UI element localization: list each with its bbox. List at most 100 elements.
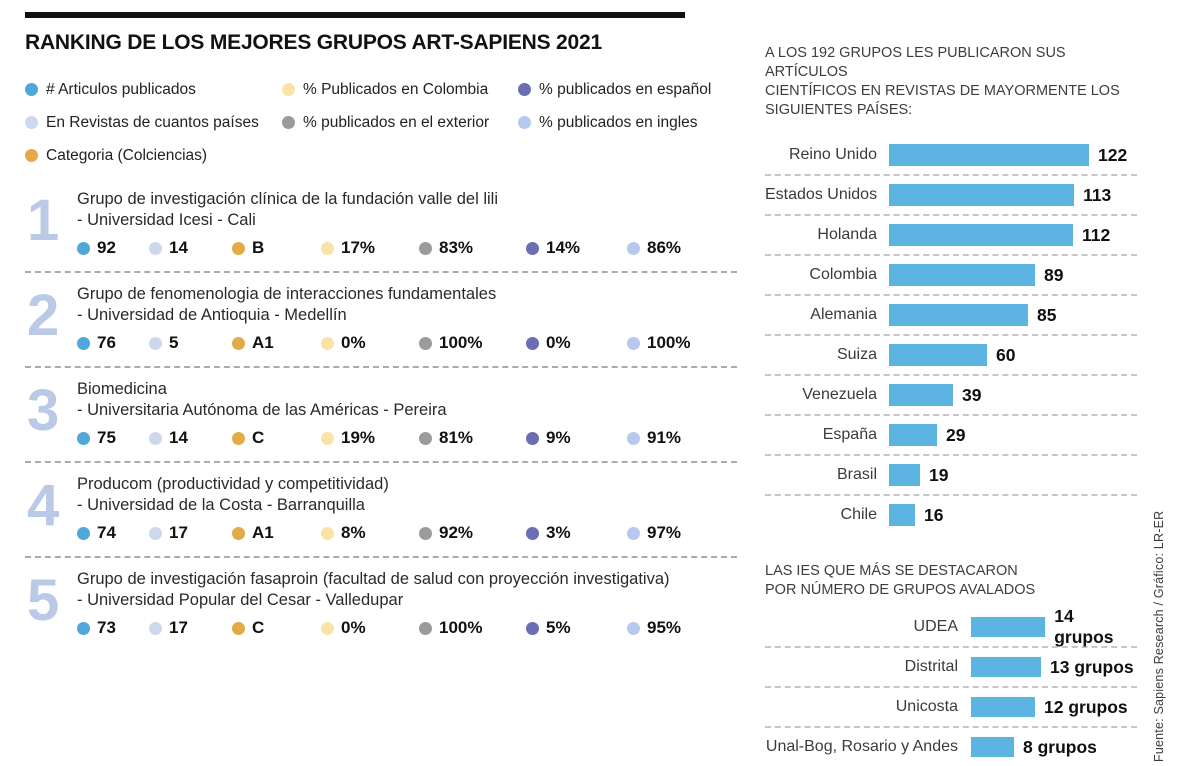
- country-bar: [889, 464, 920, 486]
- page-title: RANKING DE LOS MEJORES GRUPOS ART-SAPIEN…: [25, 31, 602, 54]
- stat-value: 14%: [546, 238, 581, 257]
- stat-dot-icon: [321, 431, 334, 445]
- stat-value: 100%: [647, 333, 691, 352]
- stat-value: C: [252, 618, 265, 637]
- group-stat: 95%: [627, 618, 681, 638]
- stat-dot-icon: [321, 241, 334, 255]
- ies-value: 14 grupos: [1054, 606, 1114, 647]
- country-row: Colombia 89: [765, 254, 1137, 294]
- ies-chart-title: LAS IES QUE MÁS SE DESTACARON POR NÚMERO…: [765, 562, 1137, 600]
- country-row: Venezuela 39: [765, 374, 1137, 414]
- group-stat: 100%: [419, 618, 526, 638]
- stat-dot-icon: [419, 241, 432, 255]
- stat-dot-icon: [627, 336, 640, 350]
- stat-dot-icon: [419, 526, 432, 540]
- group-stat: 75: [77, 428, 149, 448]
- top-rule: [25, 12, 685, 18]
- country-value: 122: [1098, 144, 1128, 165]
- stat-dot-icon: [77, 241, 90, 255]
- country-bar: [889, 504, 915, 526]
- legend-item-label: % publicados en español: [539, 80, 712, 98]
- group-stat: 0%: [321, 333, 419, 353]
- stat-dot-icon: [232, 621, 245, 635]
- stat-value: 73: [97, 618, 116, 637]
- stat-dot-icon: [149, 336, 162, 350]
- stat-dot-icon: [419, 431, 432, 445]
- rank-number: 4: [27, 473, 60, 538]
- stat-value: 0%: [546, 333, 571, 352]
- stat-value: 0%: [341, 333, 366, 352]
- group-stat: 100%: [419, 333, 526, 353]
- countries-chart: Reino Unido 122 Estados Unidos 113 Holanda 11…: [765, 136, 1137, 534]
- stat-dot-icon: [419, 621, 432, 635]
- legend-item-label: % Publicados en Colombia: [303, 80, 489, 98]
- group-stats: 92 14 B 17% 83% 14% 86%: [77, 238, 737, 258]
- rank-number: 2: [27, 283, 60, 348]
- stat-dot-icon: [526, 526, 539, 540]
- countries-title-line: A LOS 192 GRUPOS LES PUBLICARON SUS ARTÍ…: [765, 45, 1066, 80]
- group-stat: 5%: [526, 618, 627, 638]
- legend-column: % publicados en español % publicados en i…: [518, 73, 711, 172]
- stat-dot-icon: [232, 526, 245, 540]
- group-stat: 14%: [526, 238, 627, 258]
- group-name: Producom (productividad y competitividad…: [77, 475, 389, 493]
- stat-dot-icon: [419, 336, 432, 350]
- group-name: Grupo de fenomenologia de interacciones …: [77, 285, 497, 303]
- country-label: Estados Unidos: [765, 186, 878, 203]
- ies-label: Distrital: [904, 658, 958, 675]
- legend-dot-icon: [25, 83, 38, 96]
- stat-dot-icon: [232, 241, 245, 255]
- ies-bar: [971, 697, 1035, 717]
- legend-item: % publicados en español: [518, 73, 711, 106]
- legend: # Articulos publicados En Revistas de cua…: [25, 73, 737, 172]
- country-bar: [889, 224, 1073, 246]
- ranking-group: 4 Producom (productividad y competitivida…: [25, 463, 737, 558]
- group-stat: 97%: [627, 523, 681, 543]
- ies-row: Unicosta 12 grupos: [765, 686, 1137, 726]
- stat-value: 17%: [341, 238, 376, 257]
- stat-dot-icon: [77, 336, 90, 350]
- country-bar: [889, 264, 1035, 286]
- group-stat: A1: [232, 333, 321, 353]
- stat-value: 97%: [647, 523, 682, 542]
- group-stat: 9%: [526, 428, 627, 448]
- stat-value: 19%: [341, 428, 376, 447]
- rank-number: 1: [27, 188, 60, 253]
- stat-value: 5%: [546, 618, 571, 637]
- countries-title-line: CIENTÍFICOS EN REVISTAS DE MAYORMENTE LO…: [765, 83, 1120, 99]
- group-stat: 19%: [321, 428, 419, 448]
- country-value: 60: [996, 344, 1016, 365]
- group-name: Grupo de investigación fasaproin (facult…: [77, 570, 670, 588]
- stat-dot-icon: [77, 621, 90, 635]
- country-row: Brasil 19: [765, 454, 1137, 494]
- stat-dot-icon: [526, 431, 539, 445]
- country-value: 113: [1083, 184, 1112, 205]
- legend-item: % publicados en ingles: [518, 106, 711, 139]
- group-stat: 83%: [419, 238, 526, 258]
- stat-value: 75: [97, 428, 116, 447]
- stat-value: 86%: [647, 238, 682, 257]
- group-stat: A1: [232, 523, 321, 543]
- group-stat: 73: [77, 618, 149, 638]
- group-stat: 91%: [627, 428, 681, 448]
- countries-chart-title: A LOS 192 GRUPOS LES PUBLICARON SUS ARTÍ…: [765, 44, 1137, 120]
- group-name: Grupo de investigación clínica de la fun…: [77, 190, 498, 208]
- stat-value: 3%: [546, 523, 571, 542]
- country-bar: [889, 304, 1028, 326]
- stat-dot-icon: [321, 621, 334, 635]
- country-bar: [889, 424, 937, 446]
- stat-dot-icon: [77, 526, 90, 540]
- ranking-group: 5 Grupo de investigación fasaproin (facul…: [25, 558, 737, 651]
- country-value: 29: [946, 424, 966, 445]
- legend-column: # Articulos publicados En Revistas de cua…: [25, 73, 282, 172]
- stat-value: 83%: [439, 238, 474, 257]
- group-stats: 74 17 A1 8% 92% 3% 97%: [77, 523, 737, 543]
- legend-item: # Articulos publicados: [25, 73, 282, 106]
- stat-value: 0%: [341, 618, 366, 637]
- group-stat: 74: [77, 523, 149, 543]
- group-stat: 81%: [419, 428, 526, 448]
- ies-chart: UDEA 14 grupos Distrital 13 grupos Unicosta 1…: [765, 606, 1137, 766]
- country-label: Chile: [840, 506, 877, 523]
- country-bar: [889, 344, 987, 366]
